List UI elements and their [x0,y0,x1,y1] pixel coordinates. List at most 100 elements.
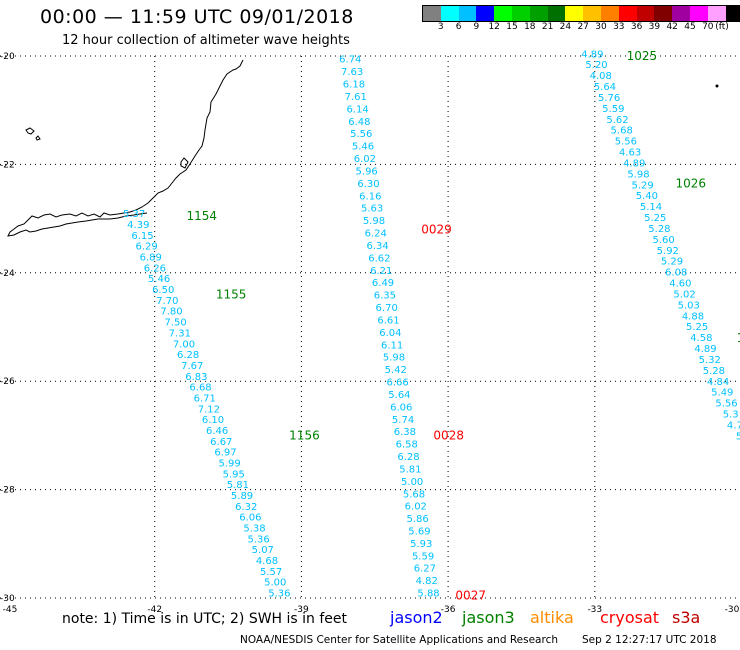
colorbar-tick-label: 9 [473,22,480,32]
colorbar-swatch [689,6,708,21]
swh-value-label: 5.25 [686,322,708,333]
swh-value-label: 5.98 [363,216,385,227]
swh-value-label: 5.38 [243,524,265,535]
swh-value-label: 5.25 [644,213,666,224]
swh-value-label: 7.70 [156,296,178,307]
satellite-legend-item: jason3 [462,608,515,627]
longitude-tick-label: -45 [3,605,18,615]
swh-value-label: 5.56 [715,399,737,410]
coastline [7,59,244,237]
swh-value-label: 6.30 [357,179,379,190]
colorbar-swatch [654,6,673,21]
latitude-tick-label: -30 [0,594,15,604]
swh-value-label: 5.98 [383,353,405,364]
swh-value-label: 5.00 [401,477,423,488]
longitude-tick-label: -33 [587,605,602,615]
altimeter-track: 4.895.204.085.645.765.595.625.685.564.63… [581,49,740,442]
swh-value-label: 5.68 [403,489,425,500]
swh-value-label: 5.20 [585,60,607,71]
swh-value-label: 6.11 [381,340,403,351]
swh-value-label: 4.60 [669,279,691,290]
longitude-tick-label: -30 [725,605,740,615]
colorbar-swatch [600,6,619,21]
swh-value-label: 6.50 [152,285,174,296]
swh-value-label: 6.06 [239,513,261,524]
colorbar-swatch [636,6,655,21]
swh-value-label: 7.31 [169,328,191,339]
pass-time-label: 1026 [675,176,706,190]
swh-value-label: 6.46 [206,426,228,437]
swh-value-label: 5.56 [350,129,372,140]
satellite-legend-item: cryosat [600,608,660,627]
swh-value-label: 5.96 [356,166,378,177]
swh-value-label: 6.97 [214,448,236,459]
swh-value-label: 5.42 [385,365,407,376]
swh-value-label: 5.36 [268,589,290,600]
colorbar-swatch [494,6,512,21]
colorbar-tick-label: 24 [559,22,572,32]
swh-value-label: 5.64 [388,390,410,401]
swh-value-label: 5.32 [699,355,721,366]
colorbar-swatch [458,6,477,21]
swh-value-label: 5.03 [678,300,700,311]
swh-value-label: 6.58 [396,440,418,451]
swh-value-label: 5.93 [410,539,432,550]
swh-value-label: 5.28 [648,224,670,235]
swh-value-label: 4.89 [694,344,716,355]
longitude-tick-label: -36 [441,605,456,615]
colorbar-swatch [672,6,690,21]
colorbar-swatch [511,6,530,21]
swh-value-label: 5.60 [652,235,674,246]
colorbar-tick-label: 27 [577,22,589,32]
colorbar-swatch [583,6,601,21]
swh-value-label: 6.48 [348,117,370,128]
pass-time-label: 1155 [216,287,247,301]
colorbar-unit-label: (ft) [715,22,729,32]
swh-value-label: 4.68 [256,556,278,567]
colorbar-tick-label: 12 [488,22,500,32]
swh-value-label: 5.56 [615,137,637,148]
swh-value-label: 4.82 [416,576,438,587]
swh-value-label: 6.32 [235,502,257,513]
swh-value-label: 5.64 [594,82,616,93]
swh-value-label: 5.89 [231,491,253,502]
swh-value-label: 5.86 [406,514,428,525]
swh-value-label: 5.29 [632,180,654,191]
longitude-tick-label: -42 [147,605,162,615]
swh-value-label: 6.10 [202,415,224,426]
satellite-legend-item: jason2 [390,608,443,627]
swh-value-label: 5.88 [417,589,439,600]
swh-value-label: 5.62 [606,115,628,126]
colorbar-swatch [725,6,740,21]
colorbar-swatch [423,6,441,21]
swh-value-label: 5.59 [602,104,624,115]
swh-value-label: 6.68 [189,383,211,394]
map-title: 00:00 — 11:59 UTC 09/01/2018 [40,6,354,28]
colorbar-swatch [440,6,459,21]
swh-value-label: 5 [736,431,740,442]
swh-value-label: 7.67 [181,361,203,372]
swh-value-label: 6.24 [365,229,387,240]
swh-value-label: 5.92 [657,246,679,257]
swh-value-label: 4.58 [690,333,712,344]
colorbar-tick-label: 42 [666,22,678,32]
swh-value-label: 6.29 [135,242,157,253]
swh-value-label: 7.61 [345,92,367,103]
swh-value-label: 5.00 [264,578,286,589]
swh-value-label: 6.16 [359,191,381,202]
swh-value-label: 7.12 [198,404,220,415]
coast-island [25,127,35,135]
swh-value-label: 4.08 [590,71,612,82]
colorbar-tick-label: 33 [613,22,625,32]
swh-value-label: 6.49 [372,278,394,289]
axis-tick-labels: -45 -42 -39 -36 -33 -30 -20 -22 -24 -26 -28 -30 [0,52,740,615]
colorbar-tick-label: 18 [524,22,536,32]
swh-value-label: 5.02 [673,289,695,300]
swh-value-label: 5.07 [252,545,274,556]
swh-value-label: 6.83 [185,372,207,383]
swh-value-label: 6.67 [210,437,232,448]
altimeter-track: 6.747.636.187.616.146.485.565.466.025.96… [339,55,486,603]
swh-value-label: 5.37 [123,209,145,220]
pass-time-label: 1154 [186,209,217,223]
